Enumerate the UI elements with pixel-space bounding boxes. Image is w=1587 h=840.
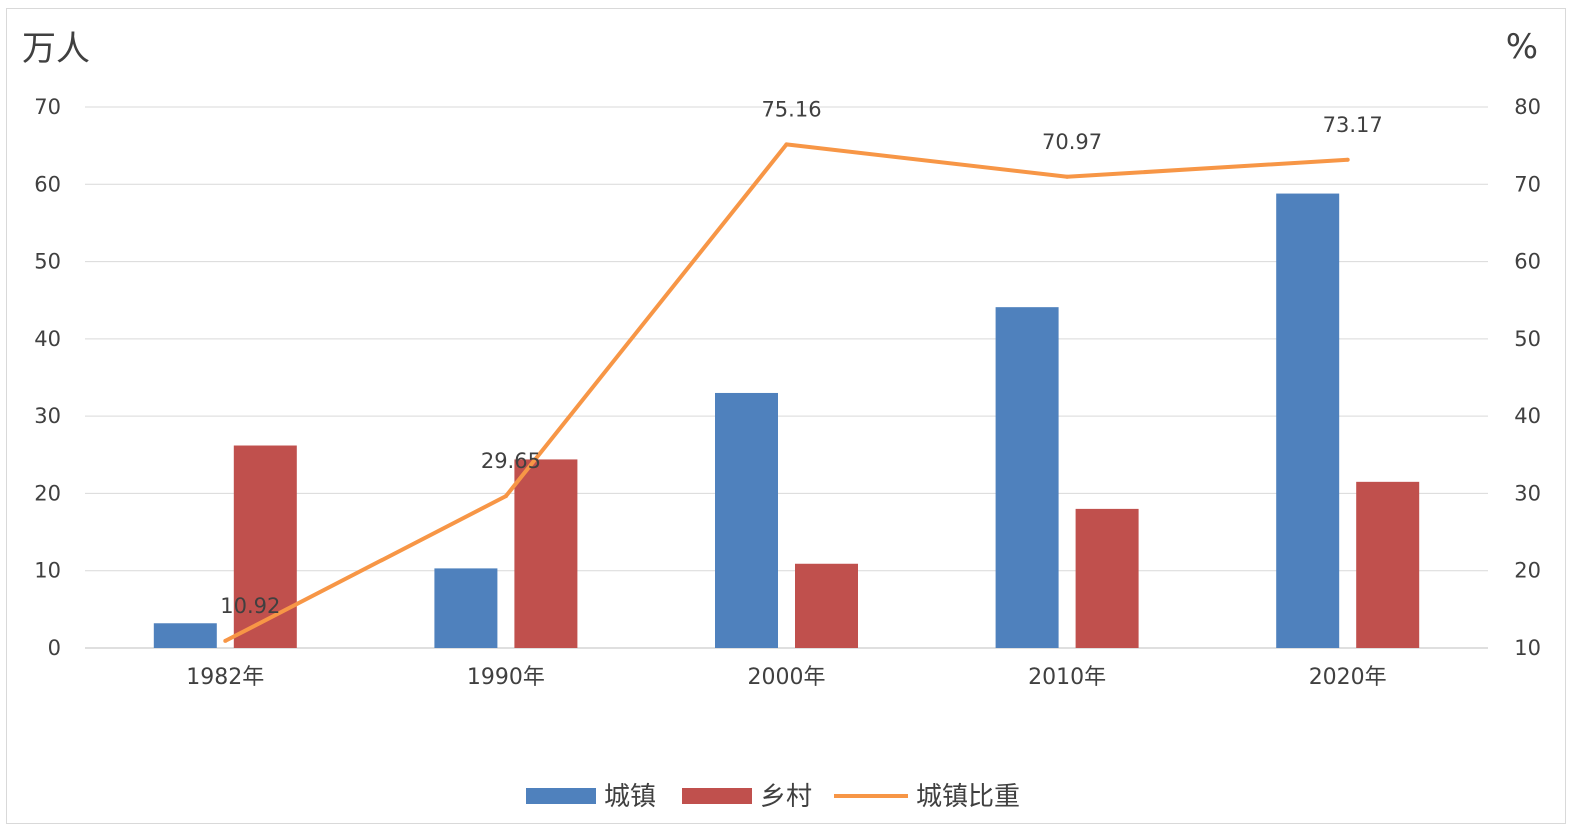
legend-swatch [682, 788, 752, 804]
line-point [1345, 157, 1350, 162]
left-tick-label: 0 [48, 636, 61, 660]
line-series [223, 142, 1350, 643]
line-point [784, 142, 789, 147]
x-tick-label: 1982年 [186, 665, 264, 690]
legend-label: 城镇 [604, 782, 656, 812]
right-tick-label: 20 [1514, 559, 1541, 583]
legend-swatch [526, 788, 596, 804]
data-labels: 10.92 29.65 75.16 70.97 73.17 [220, 97, 1383, 617]
bar-urban [1276, 193, 1340, 648]
right-tick-label: 40 [1514, 404, 1541, 428]
x-tick-label: 2010年 [1028, 665, 1106, 690]
x-tick-label: 1990年 [467, 665, 545, 690]
right-tick-label: 70 [1514, 172, 1541, 196]
x-axis: 1982年 1990年 2000年 2010年 2020年 [186, 665, 1386, 690]
right-tick-label: 10 [1514, 636, 1541, 660]
legend: 城镇 乡村 城镇比重 [526, 782, 1020, 812]
urban-share-line [224, 142, 1348, 643]
bar-rural [233, 445, 297, 648]
right-axis: 10 20 30 40 50 60 70 80 [1514, 95, 1541, 660]
right-tick-label: 50 [1514, 327, 1541, 351]
right-tick-label: 80 [1514, 95, 1541, 119]
left-tick-label: 50 [34, 250, 61, 274]
line-data-label: 10.92 [220, 594, 280, 618]
right-tick-label: 60 [1514, 250, 1541, 274]
left-tick-label: 10 [34, 559, 61, 583]
chart-frame [6, 8, 1566, 824]
line-point [1065, 174, 1070, 179]
bar-urban [995, 307, 1059, 648]
bar-rural [1356, 481, 1420, 648]
x-tick-label: 2020年 [1309, 665, 1387, 690]
line-point [223, 638, 228, 643]
right-tick-label: 30 [1514, 481, 1541, 505]
left-tick-label: 60 [34, 172, 61, 196]
line-point [503, 494, 508, 499]
left-axis-unit: 万人 [22, 29, 90, 69]
bar-rural [795, 563, 858, 648]
left-tick-label: 70 [34, 95, 61, 119]
x-tick-label: 2000年 [748, 665, 826, 690]
line-data-label: 70.97 [1042, 130, 1102, 154]
right-axis-unit: % [1506, 27, 1538, 67]
left-tick-label: 20 [34, 481, 61, 505]
bar-urban [715, 392, 778, 648]
bar-series [153, 193, 1420, 648]
gridlines [85, 106, 1488, 649]
line-data-label: 75.16 [761, 97, 821, 121]
bar-rural [514, 459, 578, 648]
left-tick-label: 30 [34, 404, 61, 428]
legend-label: 乡村 [760, 782, 812, 812]
bar-urban [153, 623, 217, 648]
bar-urban [434, 568, 498, 648]
left-tick-label: 40 [34, 327, 61, 351]
line-data-label: 73.17 [1323, 113, 1383, 137]
line-data-label: 29.65 [481, 449, 541, 473]
legend-label: 城镇比重 [916, 782, 1020, 812]
bar-rural [1075, 508, 1139, 648]
left-axis: 0 10 20 30 40 50 60 70 [34, 95, 61, 660]
